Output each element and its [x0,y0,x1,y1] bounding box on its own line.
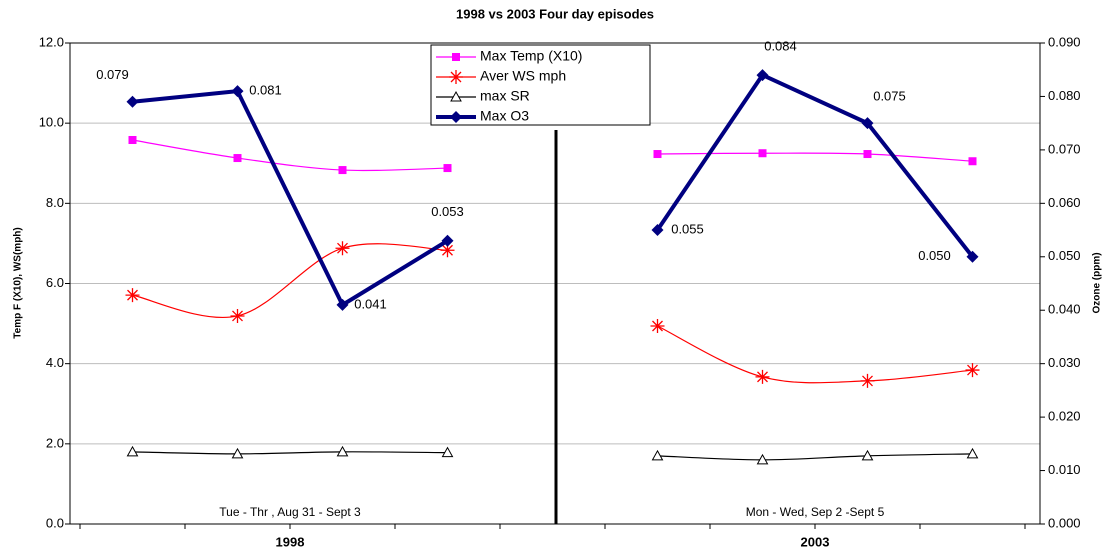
marker [965,363,980,378]
marker [230,308,245,323]
legend-box [430,44,651,126]
marker [441,446,454,458]
series-line [132,451,973,461]
marker [128,136,137,145]
y-axis-title: Temp F (X10), WS(mph) [13,227,24,338]
marker [443,164,452,173]
y2-tick-label: 0.020 [1048,409,1081,424]
y2-tick-label: 0.010 [1048,462,1081,477]
y2-tick-label: 0.030 [1048,355,1081,370]
data-label: 0.053 [431,204,464,219]
y2-tick-label: 0.060 [1048,195,1081,210]
marker [651,449,664,461]
data-label: 0.079 [96,67,129,82]
marker [452,53,460,61]
marker [650,318,665,333]
marker [651,224,664,237]
marker [126,95,139,108]
marker [449,70,463,84]
marker [336,298,349,311]
marker [440,243,455,258]
marker [653,150,662,159]
group-label: 2003 [801,534,830,549]
legend-label: Aver WS mph [480,68,566,84]
series-line [132,139,973,172]
annotation: Tue - Thr , Aug 31 - Sept 3 [219,505,361,519]
y2-axis-title: Ozone (ppm) [1092,252,1103,313]
marker [450,90,462,102]
marker [338,166,347,175]
marker [863,150,872,159]
marker [968,157,977,166]
marker [861,117,874,130]
y2-tick-label: 0.070 [1048,141,1081,156]
y2-tick-label: 0.000 [1048,515,1081,530]
series-line [132,243,973,384]
marker [966,250,979,263]
y-tick-label: 6.0 [46,275,64,290]
marker [126,445,139,457]
legend-label: max SR [480,88,530,104]
chart-title: 1998 vs 2003 Four day episodes [456,6,654,21]
y2-tick-label: 0.090 [1048,34,1081,49]
marker [125,288,140,303]
legend: Max Temp (X10) Aver WS mph max SR Max O3 [430,44,651,126]
marker [758,149,767,158]
marker [231,85,244,98]
y-tick-label: 4.0 [46,355,64,370]
marker [756,69,769,82]
marker [441,234,454,247]
marker [450,111,462,123]
data-label: 0.084 [764,39,797,54]
marker [966,447,979,459]
data-label: 0.055 [671,221,704,236]
legend-label: Max Temp (X10) [480,48,582,64]
legend-label: Max O3 [480,108,529,124]
marker [860,373,875,388]
series-line [132,72,975,308]
data-label: 0.075 [873,89,906,104]
annotation: Mon - Wed, Sep 2 -Sept 5 [746,505,885,519]
data-label: 0.041 [354,296,387,311]
y2-tick-label: 0.040 [1048,302,1081,317]
marker [231,447,244,459]
y-tick-label: 8.0 [46,195,64,210]
marker [756,453,769,465]
marker [861,449,874,461]
y2-tick-label: 0.080 [1048,88,1081,103]
marker [335,241,350,256]
y2-tick-label: 0.050 [1048,248,1081,263]
y-tick-label: 0.0 [46,515,64,530]
data-label: 0.081 [249,83,282,98]
marker [233,154,242,163]
marker [755,369,770,384]
y-tick-label: 12.0 [39,34,64,49]
data-label: 0.050 [918,248,951,263]
marker [336,445,349,457]
group-label: 1998 [276,534,305,549]
y-tick-label: 2.0 [46,435,64,450]
y-tick-label: 10.0 [39,115,64,130]
